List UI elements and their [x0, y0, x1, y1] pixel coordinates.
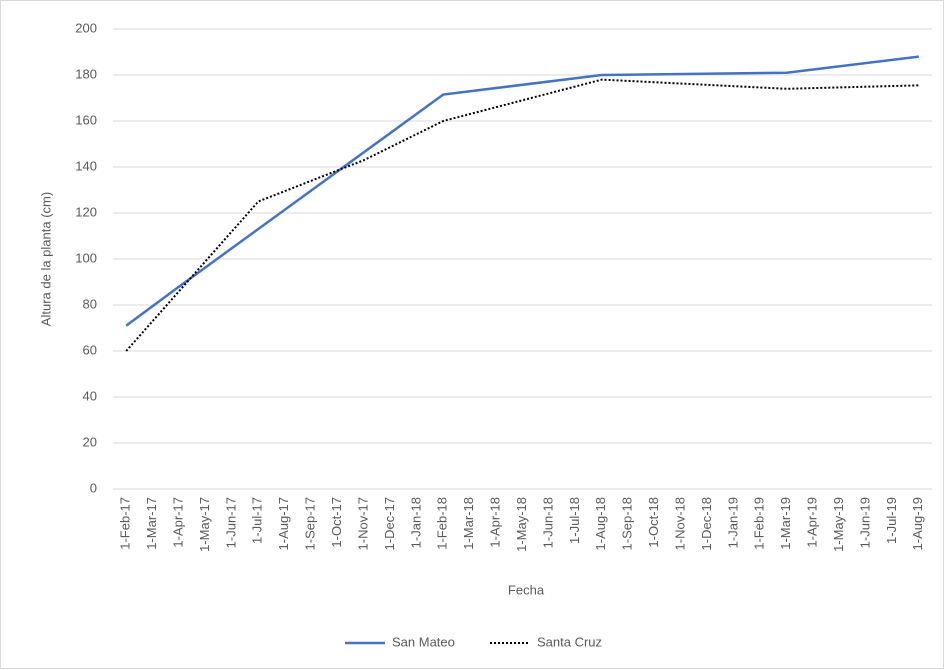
y-tick-label: 120 [75, 204, 97, 219]
y-tick-label: 200 [75, 20, 97, 35]
x-tick-label: 1-Feb-19 [752, 497, 767, 550]
x-tick-label: 1-Aug-17 [276, 497, 291, 550]
y-axis-title: Altura de la planta (cm) [38, 192, 53, 326]
x-tick-label: 1-Jun-17 [223, 497, 238, 548]
y-tick-label: 0 [90, 480, 97, 495]
y-tick-label: 100 [75, 250, 97, 265]
x-tick-label: 1-May-18 [514, 497, 529, 552]
x-axis-title: Fecha [508, 582, 545, 597]
x-tick-label: 1-May-19 [831, 497, 846, 552]
legend-label: San Mateo [392, 634, 455, 649]
x-tick-label: 1-Mar-18 [461, 497, 476, 550]
x-tick-label: 1-Apr-19 [805, 497, 820, 548]
x-tick-label: 1-Jun-18 [540, 497, 555, 548]
x-tick-label: 1-Jul-17 [250, 497, 265, 544]
y-tick-label: 40 [83, 388, 97, 403]
x-tick-label: 1-Apr-17 [170, 497, 185, 548]
x-tick-label: 1-Apr-18 [488, 497, 503, 548]
x-tick-label: 1-Mar-17 [144, 497, 159, 550]
x-tick-label: 1-Oct-17 [329, 497, 344, 548]
x-tick-label: 1-Sep-17 [303, 497, 318, 550]
y-tick-label: 140 [75, 158, 97, 173]
x-tick-label: 1-Feb-17 [118, 497, 133, 550]
legend-label: Santa Cruz [537, 634, 602, 649]
y-tick-label: 160 [75, 112, 97, 127]
x-tick-label: 1-Jan-19 [725, 497, 740, 548]
y-tick-label: 20 [83, 434, 97, 449]
x-tick-label: 1-May-17 [197, 497, 212, 552]
x-tick-label: 1-Aug-18 [593, 497, 608, 550]
series-line [125, 55, 919, 327]
x-tick-label: 1-Jun-19 [857, 497, 872, 548]
x-tick-label: 1-Jul-19 [884, 497, 899, 544]
x-tick-label: 1-Dec-18 [699, 497, 714, 550]
series-line [125, 78, 919, 352]
x-tick-label: 1-Nov-18 [672, 497, 687, 550]
y-tick-label: 60 [83, 342, 97, 357]
x-tick-label: 1-Dec-17 [382, 497, 397, 550]
y-tick-label: 180 [75, 66, 97, 81]
x-tick-label: 1-Jul-18 [567, 497, 582, 544]
x-tick-label: 1-Oct-18 [646, 497, 661, 548]
x-tick-label: 1-Nov-17 [355, 497, 370, 550]
x-tick-label: 1-Aug-19 [910, 497, 925, 550]
x-tick-label: 1-Mar-19 [778, 497, 793, 550]
x-tick-label: 1-Jan-18 [408, 497, 423, 548]
y-tick-label: 80 [83, 296, 97, 311]
x-tick-label: 1-Feb-18 [435, 497, 450, 550]
x-tick-label: 1-Sep-18 [620, 497, 635, 550]
